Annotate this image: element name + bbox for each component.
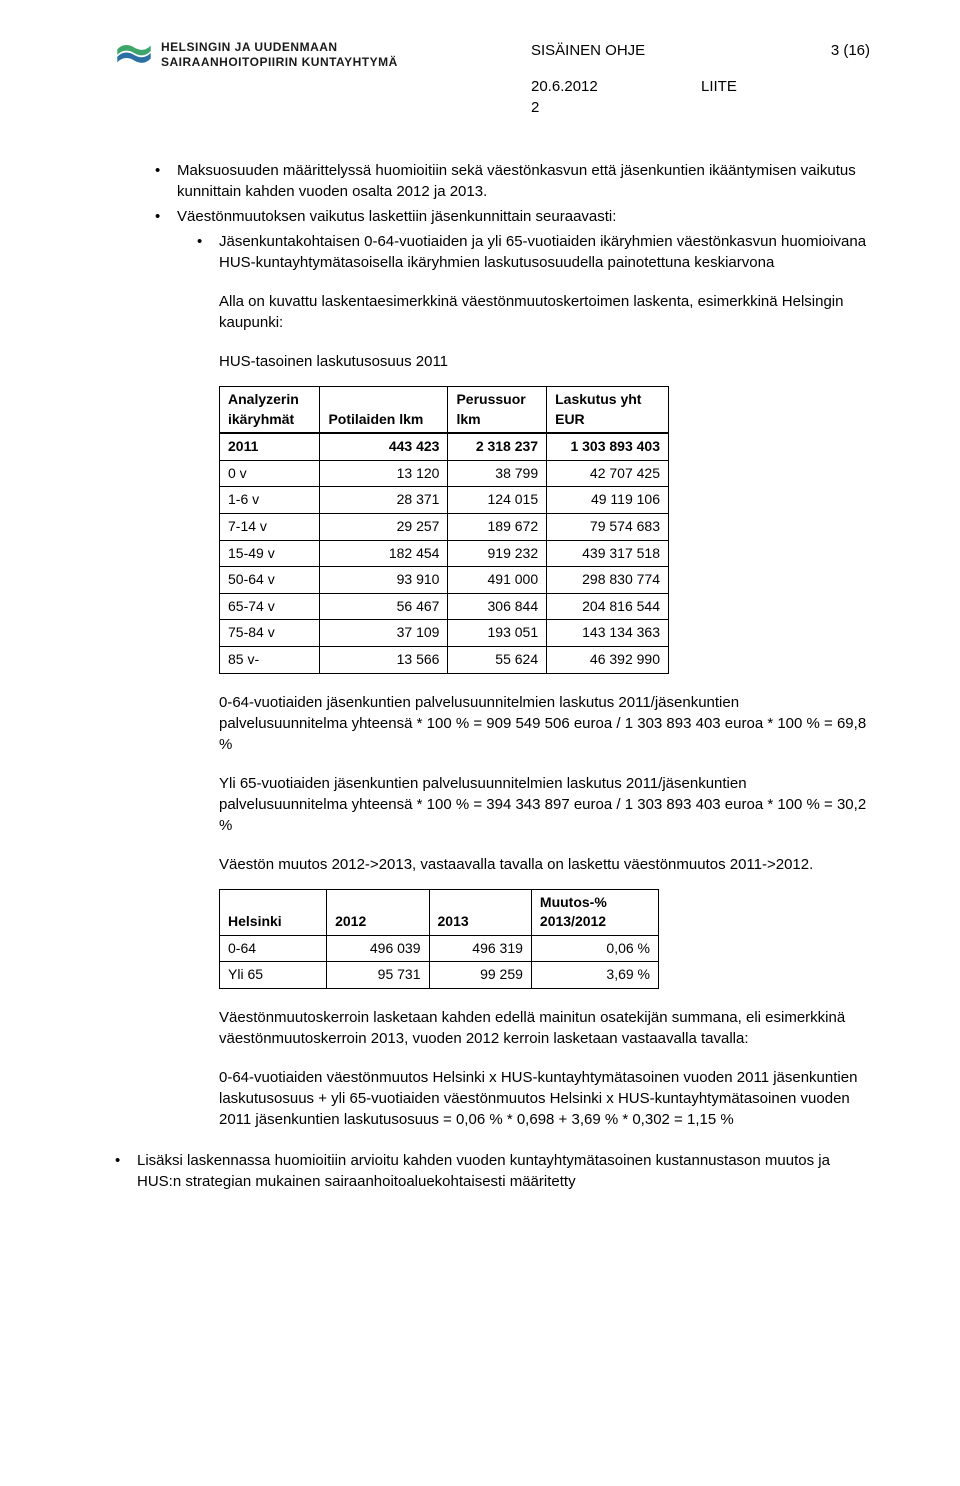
- table-cell: 193 051: [448, 620, 547, 647]
- table-row: 1-6 v28 371124 01549 119 106: [220, 487, 669, 514]
- table-cell: 306 844: [448, 593, 547, 620]
- table-cell: 15-49 v: [220, 540, 320, 567]
- bullet-text: Väestönmuutoksen vaikutus laskettiin jäs…: [177, 206, 870, 227]
- doc-date: 20.6.2012: [441, 76, 701, 97]
- table-cell: 46 392 990: [547, 646, 669, 673]
- table-cell: 50-64 v: [220, 567, 320, 594]
- table-cell: 95 731: [327, 962, 429, 989]
- col-header: Muutos-%2013/2012: [531, 889, 658, 935]
- bullet-item-nested: • Jäsenkuntakohtaisen 0-64-vuotiaiden ja…: [197, 231, 870, 273]
- table-cell: 439 317 518: [547, 540, 669, 567]
- table-cell: 491 000: [448, 567, 547, 594]
- appendix-number: 2: [441, 97, 870, 118]
- table-cell: 143 134 363: [547, 620, 669, 647]
- table-row: 75-84 v37 109193 051143 134 363: [220, 620, 669, 647]
- body-content: • Maksuosuuden määrittelyssä huomioitiin…: [155, 160, 870, 1192]
- table-cell: 3,69 %: [531, 962, 658, 989]
- col-header: Perussuorlkm: [448, 387, 547, 434]
- table-cell: Yli 65: [220, 962, 327, 989]
- org-line2: SAIRAANHOITOPIIRIN KUNTAYHTYMÄ: [161, 55, 441, 70]
- table-cell: 298 830 774: [547, 567, 669, 594]
- table-cell: 49 119 106: [547, 487, 669, 514]
- paragraph: Alla on kuvattu laskentaesimerkkinä väes…: [219, 291, 870, 333]
- table-cell: 13 120: [320, 460, 448, 487]
- doc-type: SISÄINEN OHJE: [441, 40, 800, 61]
- bullet-dot-icon: •: [155, 160, 177, 202]
- table-cell: 0,06 %: [531, 935, 658, 962]
- table-cell: 2 318 237: [448, 433, 547, 460]
- paragraph: Yli 65-vuotiaiden jäsenkuntien palvelusu…: [219, 773, 870, 836]
- table-cell: 55 624: [448, 646, 547, 673]
- col-header: Analyzerinikäryhmät: [220, 387, 320, 434]
- table-row: 0 v13 12038 79942 707 425: [220, 460, 669, 487]
- table-row: 2011443 4232 318 2371 303 893 403: [220, 433, 669, 460]
- bullet-text: Jäsenkuntakohtaisen 0-64-vuotiaiden ja y…: [219, 231, 870, 273]
- table-cell: 496 319: [429, 935, 531, 962]
- org-name: HELSINGIN JA UUDENMAAN SAIRAANHOITOPIIRI…: [161, 40, 441, 70]
- table-row: 65-74 v56 467306 844204 816 544: [220, 593, 669, 620]
- table-vaestonmuutos: Helsinki 2012 2013 Muutos-%2013/2012 0-6…: [219, 889, 659, 989]
- table-cell: 1 303 893 403: [547, 433, 669, 460]
- paragraph: 0-64-vuotiaiden jäsenkuntien palvelusuun…: [219, 692, 870, 755]
- table-row: 0-64496 039496 3190,06 %: [220, 935, 659, 962]
- table-cell: 7-14 v: [220, 513, 320, 540]
- paragraph: Väestönmuutoskerroin lasketaan kahden ed…: [219, 1007, 870, 1049]
- table-cell: 0 v: [220, 460, 320, 487]
- table-cell: 919 232: [448, 540, 547, 567]
- table-row: 50-64 v93 910491 000298 830 774: [220, 567, 669, 594]
- bullet-dot-icon: •: [155, 206, 177, 227]
- table-row: 7-14 v29 257189 67279 574 683: [220, 513, 669, 540]
- table-cell: 56 467: [320, 593, 448, 620]
- org-logo-icon: [115, 40, 153, 66]
- col-header: Laskutus yhtEUR: [547, 387, 669, 434]
- table-row: Yli 6595 73199 2593,69 %: [220, 962, 659, 989]
- col-header: 2012: [327, 889, 429, 935]
- table-cell: 1-6 v: [220, 487, 320, 514]
- table-cell: 93 910: [320, 567, 448, 594]
- table-cell: 37 109: [320, 620, 448, 647]
- doc-subheader: 20.6.2012 LIITE: [441, 76, 870, 97]
- table-laskutusosuus: Analyzerinikäryhmät Potilaiden lkm Perus…: [219, 386, 669, 674]
- table-cell: 443 423: [320, 433, 448, 460]
- table-cell: 496 039: [327, 935, 429, 962]
- col-header: Potilaiden lkm: [320, 387, 448, 434]
- table-cell: 65-74 v: [220, 593, 320, 620]
- table-cell: 38 799: [448, 460, 547, 487]
- paragraph: 0-64-vuotiaiden väestönmuutos Helsinki x…: [219, 1067, 870, 1130]
- paragraph: Väestön muutos 2012->2013, vastaavalla t…: [219, 854, 870, 875]
- table-cell: 13 566: [320, 646, 448, 673]
- bullet-item: • Lisäksi laskennassa huomioitiin arvioi…: [155, 1150, 870, 1192]
- bullet-dot-icon: •: [197, 231, 219, 273]
- bullet-text: Lisäksi laskennassa huomioitiin arvioitu…: [137, 1150, 870, 1192]
- page-number: 3 (16): [800, 40, 870, 61]
- table-cell: 2011: [220, 433, 320, 460]
- paragraph: HUS-tasoinen laskutusosuus 2011: [219, 351, 870, 372]
- appendix-label: LIITE: [701, 76, 737, 97]
- table-cell: 79 574 683: [547, 513, 669, 540]
- table-cell: 204 816 544: [547, 593, 669, 620]
- table-cell: 182 454: [320, 540, 448, 567]
- bullet-text: Maksuosuuden määrittelyssä huomioitiin s…: [177, 160, 870, 202]
- col-header: Helsinki: [220, 889, 327, 935]
- table-cell: 85 v-: [220, 646, 320, 673]
- doc-header: HELSINGIN JA UUDENMAAN SAIRAANHOITOPIIRI…: [115, 40, 870, 70]
- table-cell: 29 257: [320, 513, 448, 540]
- bullet-dot-icon: •: [115, 1150, 137, 1192]
- table-row: 15-49 v182 454919 232439 317 518: [220, 540, 669, 567]
- table-cell: 0-64: [220, 935, 327, 962]
- table-cell: 75-84 v: [220, 620, 320, 647]
- table-row: 85 v-13 56655 62446 392 990: [220, 646, 669, 673]
- bullet-item: • Maksuosuuden määrittelyssä huomioitiin…: [155, 160, 870, 202]
- table-cell: 42 707 425: [547, 460, 669, 487]
- table-cell: 189 672: [448, 513, 547, 540]
- bullet-item: • Väestönmuutoksen vaikutus laskettiin j…: [155, 206, 870, 227]
- col-header: 2013: [429, 889, 531, 935]
- org-line1: HELSINGIN JA UUDENMAAN: [161, 40, 441, 55]
- table-cell: 124 015: [448, 487, 547, 514]
- table-cell: 28 371: [320, 487, 448, 514]
- table-cell: 99 259: [429, 962, 531, 989]
